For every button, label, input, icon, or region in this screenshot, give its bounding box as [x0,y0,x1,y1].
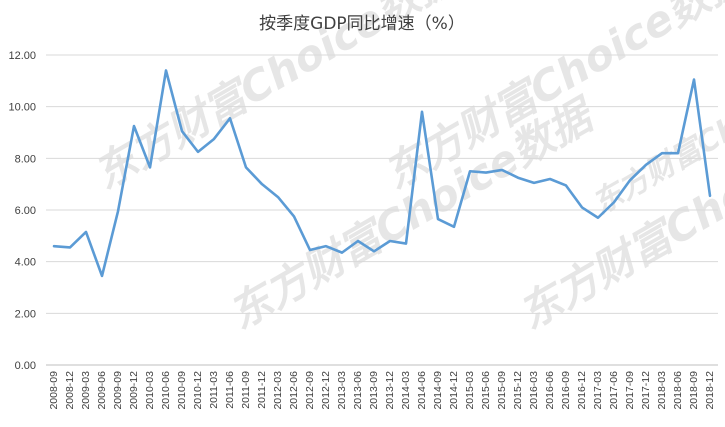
x-tick-label: 2014-09 [432,371,444,410]
x-tick-label: 2016-06 [544,371,556,410]
x-tick-label: 2015-03 [464,371,476,410]
x-tick-label: 2010-06 [160,371,172,410]
x-tick-label: 2008-09 [48,371,60,410]
x-tick-label: 2013-03 [336,371,348,410]
y-axis-ticks: 0.00 2.00 4.00 6.00 8.00 10.00 12.00 [8,50,36,372]
x-tick-label: 2017-06 [608,371,620,410]
x-tick-label: 2017-03 [592,371,604,410]
x-tick-label: 2012-12 [320,371,332,410]
x-tick-label: 2009-03 [80,371,92,410]
x-axis-ticks: 2008-09 2008-12 2009-03 2009-06 2009-09 2009-… [48,371,716,410]
x-tick-label: 2009-12 [128,371,140,410]
x-tick-label: 2015-06 [480,371,492,410]
chart-title: 按季度GDP同比增速（%） [259,14,465,34]
x-tick-label: 2011-06 [224,371,236,409]
x-tick-label: 2010-03 [144,371,156,410]
y-tick-label: 0.00 [15,360,36,372]
x-tick-label: 2011-03 [208,371,220,409]
x-tick-label: 2015-09 [496,371,508,410]
x-tick-label: 2009-06 [96,371,108,410]
x-tick-label: 2014-06 [416,371,428,410]
x-tick-label: 2011-09 [240,371,252,409]
x-tick-label: 2012-09 [304,371,316,410]
y-tick-label: 8.00 [15,153,36,165]
x-tick-label: 2014-12 [448,371,460,410]
x-tick-label: 2016-03 [528,371,540,410]
x-tick-label: 2009-09 [112,371,124,410]
x-tick-label: 2018-09 [688,371,700,410]
x-tick-label: 2014-03 [400,371,412,410]
x-tick-label: 2013-06 [352,371,364,410]
y-tick-label: 4.00 [15,257,36,269]
y-tick-label: 10.00 [8,102,36,114]
x-tick-label: 2017-12 [640,371,652,410]
watermark-layer: 东方财富Choice数据东方财富Choice数据东方财富Choice数据东方财富… [86,0,725,339]
y-tick-label: 2.00 [15,308,36,320]
x-tick-label: 2012-03 [272,371,284,410]
x-tick-label: 2010-09 [176,371,188,410]
y-tick-label: 12.00 [8,50,36,62]
x-tick-label: 2018-03 [656,371,668,410]
x-tick-label: 2015-12 [512,371,524,410]
x-tick-label: 2013-09 [368,371,380,410]
x-tick-label: 2016-12 [576,371,588,410]
x-tick-label: 2018-12 [704,371,716,410]
y-tick-label: 6.00 [15,205,36,217]
x-tick-label: 2013-12 [384,371,396,410]
x-tick-label: 2012-06 [288,371,300,410]
x-tick-label: 2018-06 [672,371,684,410]
series-line [52,69,712,278]
x-tick-label: 2016-09 [560,371,572,410]
x-tick-label: 2011-12 [256,371,268,409]
gridlines [46,54,718,314]
x-tick-label: 2008-12 [64,371,76,410]
x-tick-label: 2017-09 [624,371,636,410]
x-tick-label: 2010-12 [192,371,204,410]
